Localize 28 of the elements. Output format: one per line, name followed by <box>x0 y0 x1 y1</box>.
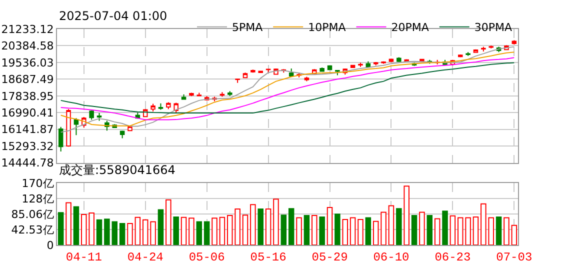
y-tick-label: 15293.32 <box>1 140 54 153</box>
y-tick-label: 16990.41 <box>1 106 54 120</box>
legend-label: 30PMA <box>474 21 512 34</box>
x-tick-label: 05-06 <box>188 250 225 264</box>
y-tick-label: 42.53亿 <box>11 223 54 236</box>
y-tick-label: 14444.78 <box>1 156 54 170</box>
y-tick-label: 20384.58 <box>1 40 54 53</box>
y-tick-label: 128亿 <box>22 192 54 206</box>
x-tick-label: 04-11 <box>66 250 102 264</box>
y-tick-label: 16141.87 <box>1 123 54 136</box>
y-tick-label: 21233.12 <box>1 22 54 36</box>
legend-label: 20PMA <box>391 21 430 34</box>
y-tick-label: 0 <box>46 238 54 252</box>
chart-title: 2025-07-04 01:00 <box>59 9 168 23</box>
x-tick-label: 05-16 <box>250 250 286 264</box>
y-tick-label: 18687.49 <box>1 73 54 86</box>
x-tick-label: 07-03 <box>496 250 532 264</box>
y-tick-label: 19536.03 <box>1 56 54 70</box>
x-tick-label: 04-24 <box>127 250 164 264</box>
x-tick-label: 05-29 <box>312 250 348 264</box>
x-tick-label: 06-10 <box>373 250 410 264</box>
y-tick-label: 170亿 <box>22 177 54 190</box>
legend-label: 5PMA <box>232 21 264 34</box>
y-tick-label: 85.06亿 <box>11 208 54 221</box>
y-tick-label: 17838.95 <box>1 90 54 103</box>
legend-label: 10PMA <box>308 21 346 34</box>
x-tick-label: 06-23 <box>434 250 471 264</box>
chart-title: 成交量:5589041664 <box>59 163 176 177</box>
